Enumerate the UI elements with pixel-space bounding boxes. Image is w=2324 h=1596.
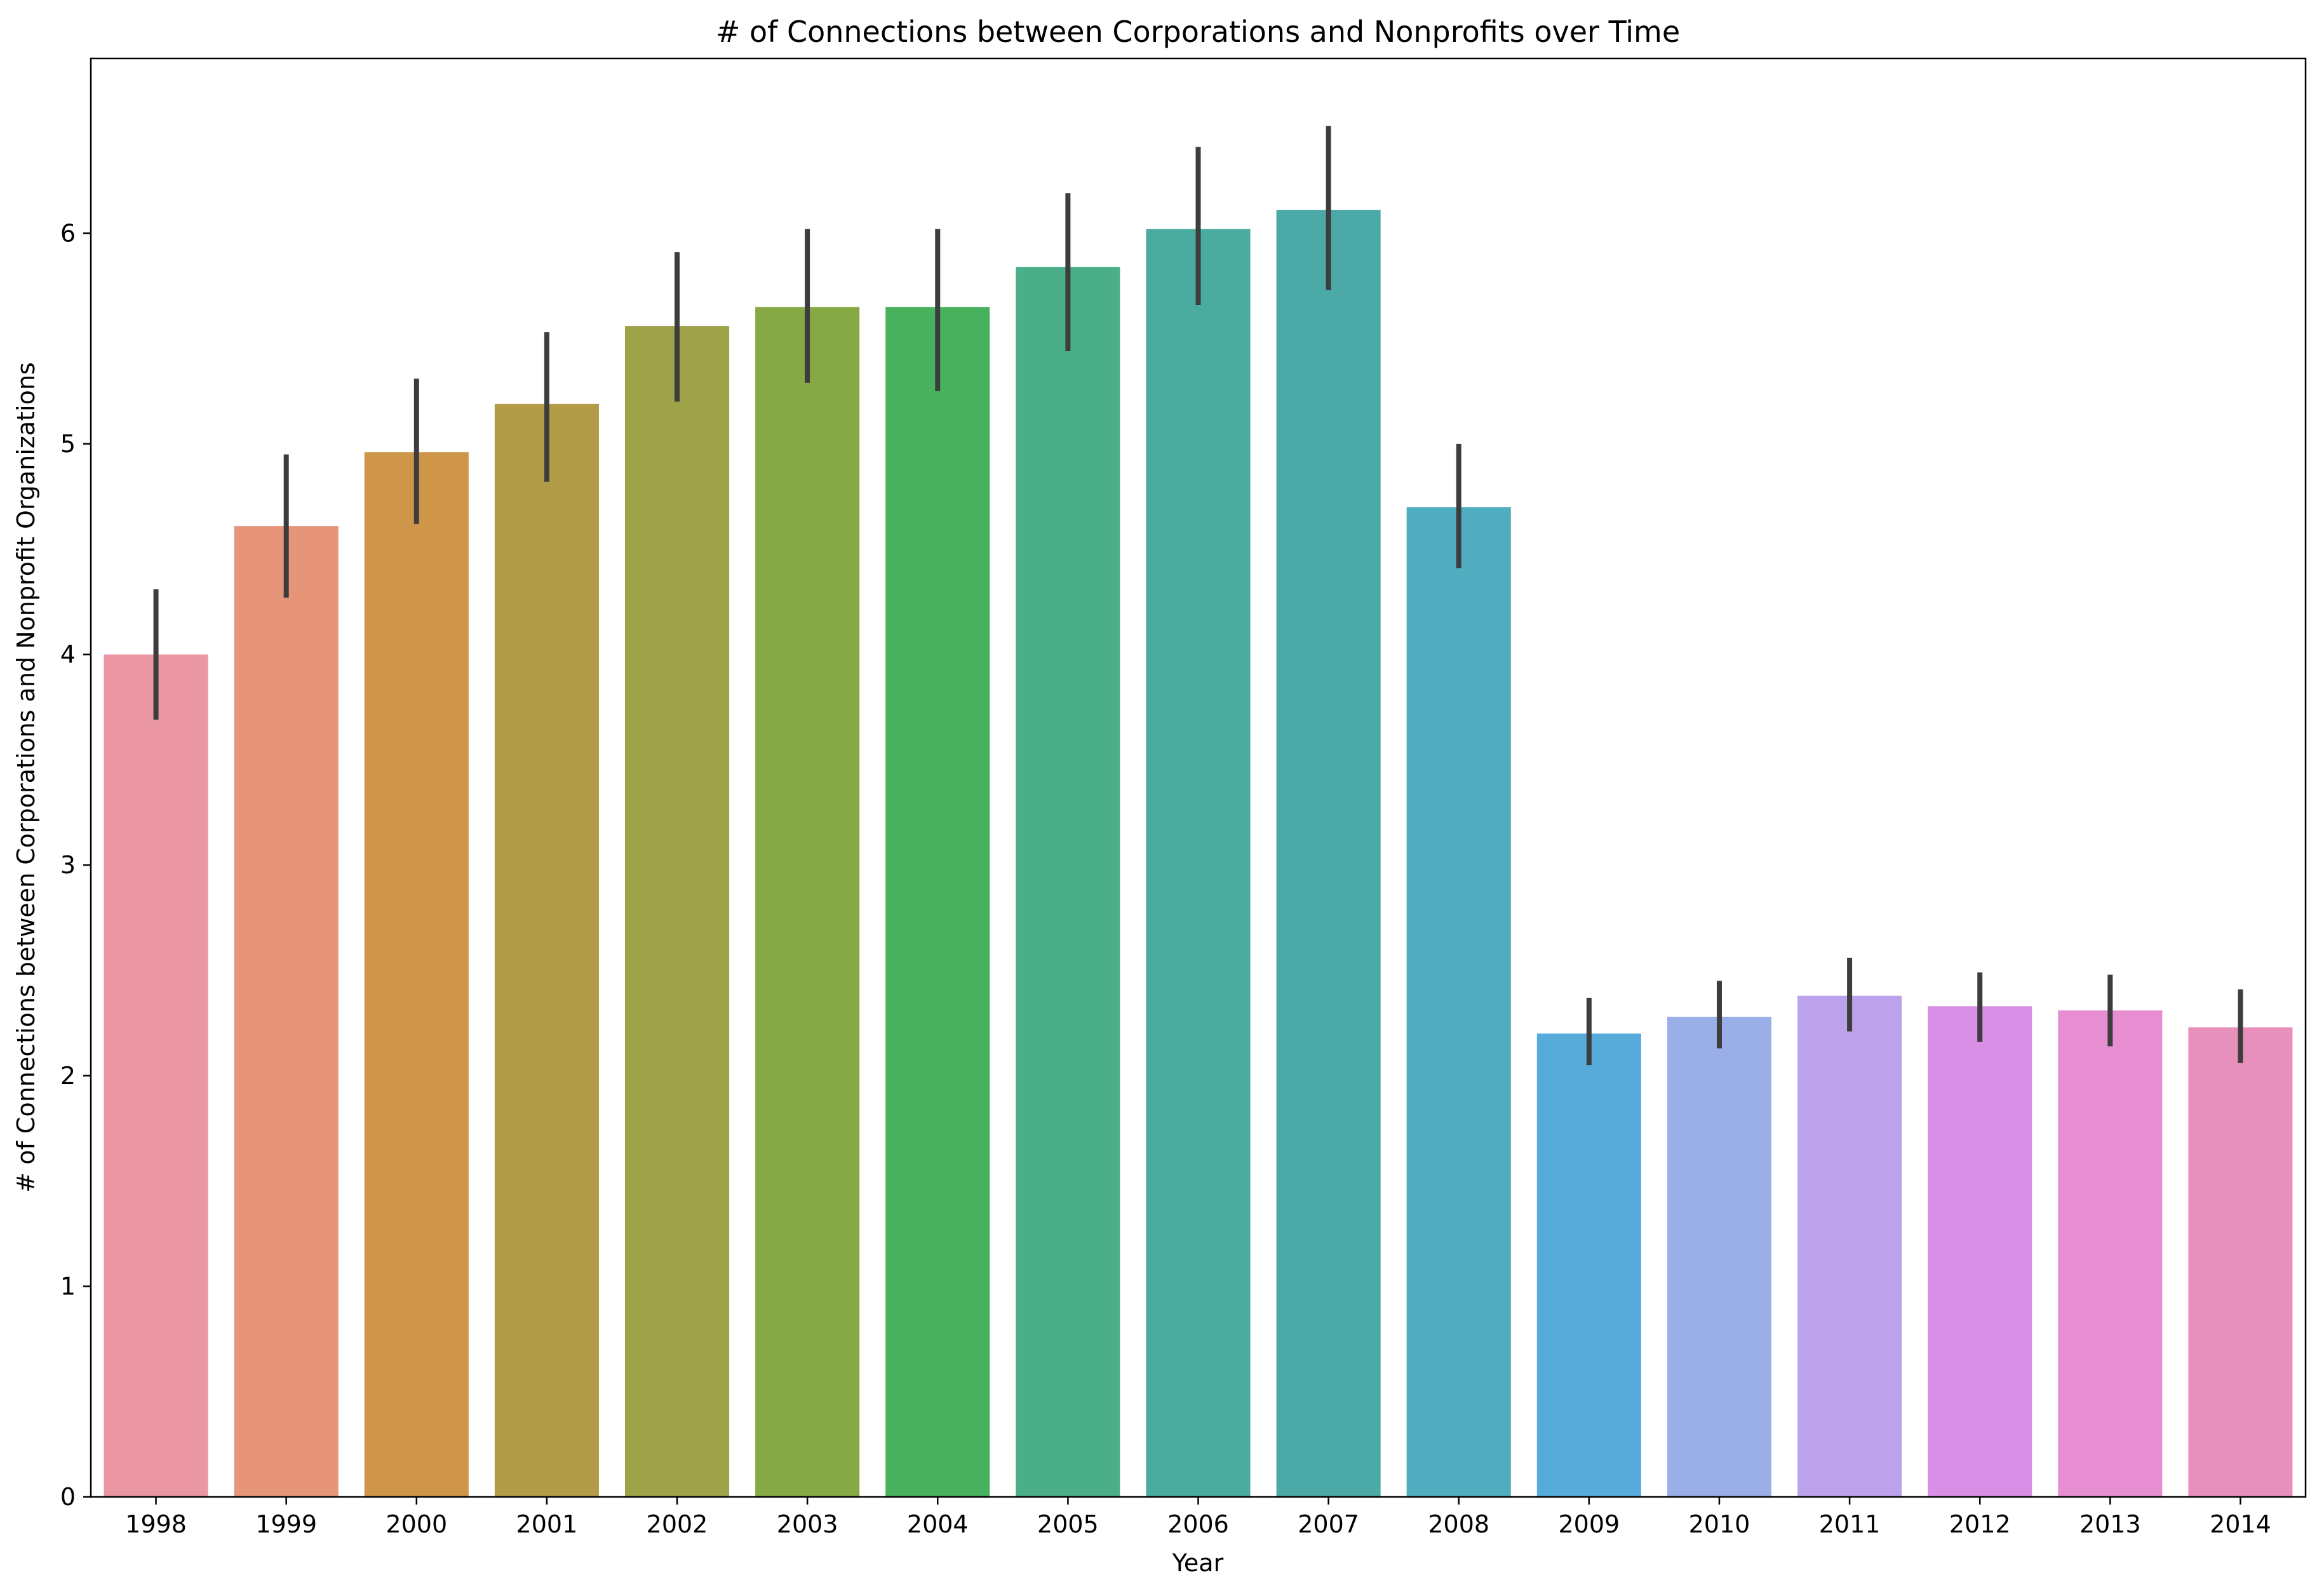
y-tick-label: 5 bbox=[60, 430, 76, 458]
chart-title: # of Connections between Corporations an… bbox=[716, 15, 1680, 49]
y-tick-label: 1 bbox=[60, 1272, 76, 1300]
bar-2004 bbox=[885, 307, 990, 1497]
x-tick-label: 1998 bbox=[125, 1510, 187, 1538]
y-tick-label: 0 bbox=[60, 1483, 76, 1511]
x-tick-label: 2001 bbox=[516, 1510, 578, 1538]
bar-2002 bbox=[624, 326, 730, 1498]
x-tick-label: 2014 bbox=[2210, 1510, 2271, 1538]
y-tick-label: 6 bbox=[60, 219, 76, 247]
x-tick-label: 2012 bbox=[1949, 1510, 2011, 1538]
bar-2010 bbox=[1667, 1016, 1772, 1497]
x-tick-label: 2013 bbox=[2079, 1510, 2141, 1538]
bar-2013 bbox=[2058, 1010, 2163, 1497]
x-tick-label: 2003 bbox=[777, 1510, 838, 1538]
x-tick-label: 2008 bbox=[1428, 1510, 1489, 1538]
bar-2009 bbox=[1536, 1033, 1641, 1497]
y-tick-label: 2 bbox=[60, 1062, 76, 1090]
x-tick-label: 2002 bbox=[647, 1510, 708, 1538]
bar-2001 bbox=[494, 403, 599, 1497]
bar-2005 bbox=[1016, 267, 1120, 1497]
bar-2007 bbox=[1276, 210, 1381, 1497]
x-axis-label: Year bbox=[1172, 1549, 1224, 1577]
x-tick-label: 2007 bbox=[1298, 1510, 1359, 1538]
bar-2003 bbox=[755, 307, 860, 1497]
bars-layer bbox=[104, 210, 2293, 1498]
bar-2011 bbox=[1797, 995, 1902, 1497]
x-tick-label: 2000 bbox=[386, 1510, 447, 1538]
bar-1999 bbox=[234, 526, 339, 1498]
bar-2008 bbox=[1406, 507, 1511, 1497]
bar-2014 bbox=[2188, 1027, 2293, 1497]
x-tick-label: 2009 bbox=[1558, 1510, 1620, 1538]
y-axis-ticks: 0 1 2 3 4 5 6 bbox=[60, 219, 91, 1511]
x-tick-label: 2006 bbox=[1167, 1510, 1229, 1538]
bar-2012 bbox=[1928, 1006, 2032, 1497]
x-axis-ticks: 1998 1999 2000 2001 2002 2003 2004 2005 2006 2007… bbox=[125, 1497, 2271, 1538]
x-tick-label: 2011 bbox=[1819, 1510, 1881, 1538]
bar-2006 bbox=[1146, 229, 1251, 1497]
y-tick-label: 4 bbox=[60, 641, 76, 669]
bar-1998 bbox=[104, 654, 208, 1497]
y-tick-label: 3 bbox=[60, 851, 76, 879]
bar-2000 bbox=[364, 452, 469, 1497]
y-axis-label: # of Connections between Corporations an… bbox=[12, 362, 40, 1192]
x-tick-label: 2004 bbox=[907, 1510, 969, 1538]
x-tick-label: 2005 bbox=[1037, 1510, 1099, 1538]
x-tick-label: 1999 bbox=[255, 1510, 317, 1538]
x-tick-label: 2010 bbox=[1689, 1510, 1750, 1538]
errorbars-layer bbox=[153, 126, 2243, 1066]
